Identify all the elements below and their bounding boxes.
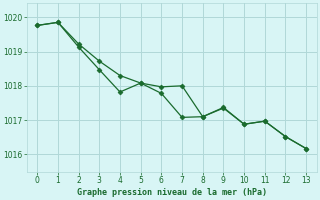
X-axis label: Graphe pression niveau de la mer (hPa): Graphe pression niveau de la mer (hPa) [77, 188, 267, 197]
